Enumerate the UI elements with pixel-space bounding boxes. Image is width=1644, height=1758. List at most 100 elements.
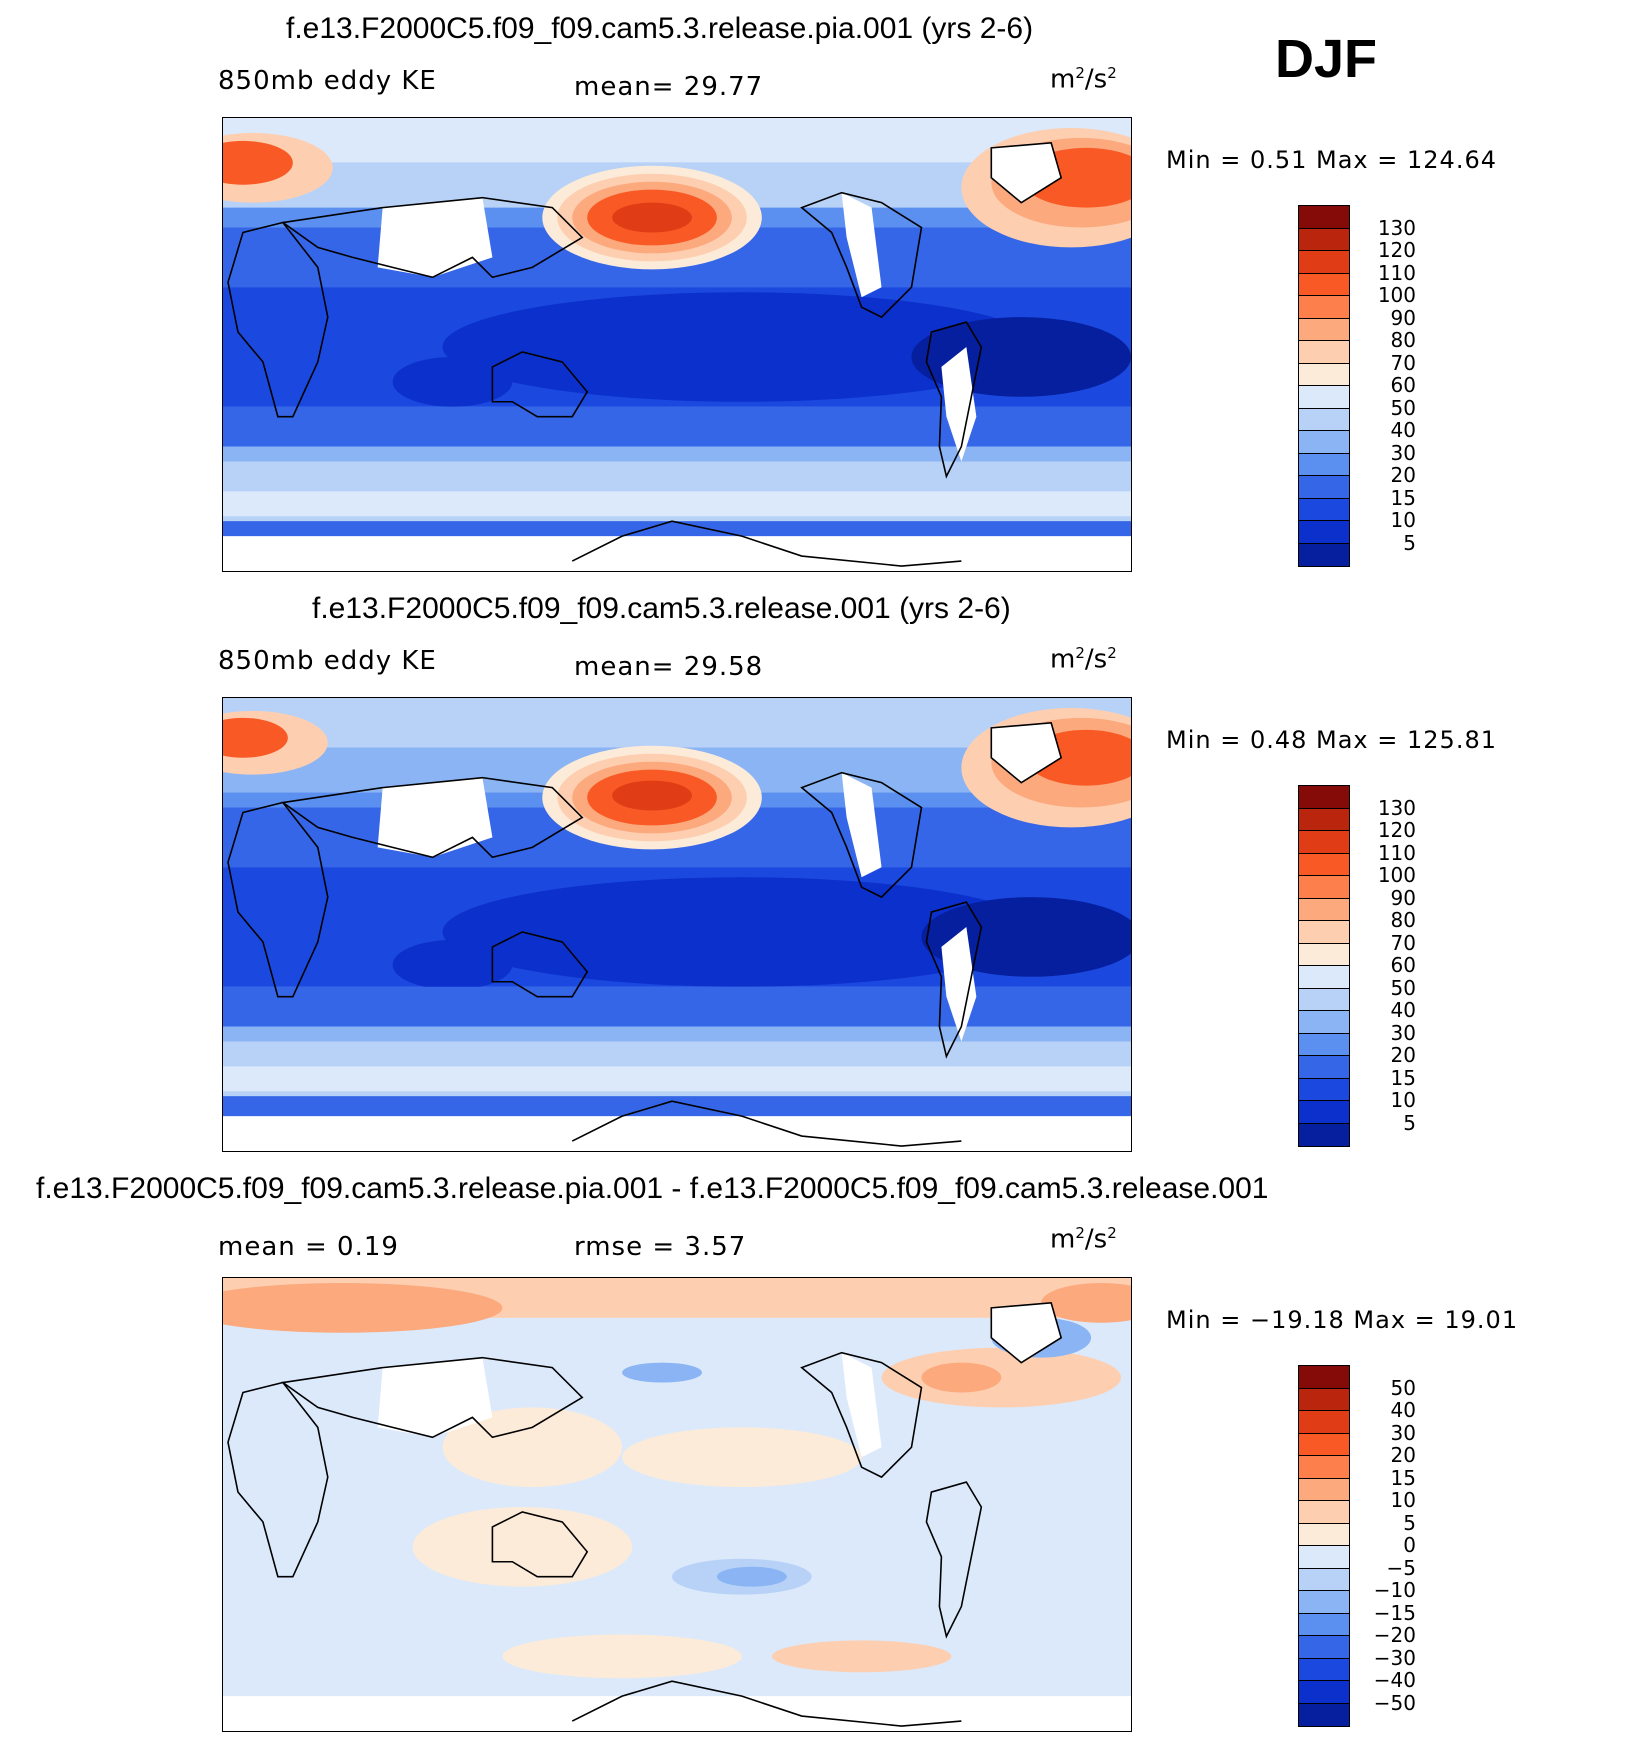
colorbar-swatch <box>1299 853 1349 876</box>
colorbar-swatch <box>1299 206 1349 229</box>
colorbar-swatch <box>1299 1546 1349 1569</box>
colorbar-swatch <box>1299 831 1349 854</box>
panel-2-contour-field <box>223 698 1131 1151</box>
colorbar-swatch <box>1299 251 1349 274</box>
colorbar-swatch <box>1299 1056 1349 1079</box>
panel-3-contour-field <box>223 1278 1131 1731</box>
panel-3-min-max: Min = −19.18 Max = 19.01 <box>1166 1306 1519 1334</box>
colorbar-swatch <box>1299 363 1349 386</box>
colorbar-swatch <box>1299 408 1349 431</box>
colorbar-tick-label: 90 <box>1390 305 1416 330</box>
season-label: DJF <box>1275 29 1378 89</box>
colorbar-swatch <box>1299 876 1349 899</box>
colorbar-tick-label: 70 <box>1390 930 1416 955</box>
colorbar-tick-label: 30 <box>1390 440 1416 465</box>
colorbar-tick-label: 80 <box>1390 908 1416 932</box>
colorbar-swatch <box>1299 1568 1349 1591</box>
colorbar-tick-label: 5 <box>1403 1510 1416 1535</box>
colorbar-tick-label: 130 <box>1377 215 1416 240</box>
colorbar-swatch <box>1299 498 1349 521</box>
panel-2-units: m2/s2 <box>1050 644 1117 675</box>
colorbar-tick-label: 10 <box>1390 1488 1416 1512</box>
colorbar-tick-label: 10 <box>1390 508 1416 532</box>
panel-3-title: f.e13.F2000C5.f09_f09.cam5.3.release.pia… <box>36 1172 1269 1205</box>
colorbar-tick-label: 60 <box>1390 373 1416 397</box>
colorbar-tick-label: 100 <box>1377 863 1416 887</box>
colorbar-swatch <box>1299 1033 1349 1056</box>
colorbar-tick-label: 20 <box>1390 1443 1416 1467</box>
colorbar-tick-label: −15 <box>1373 1600 1416 1625</box>
colorbar-swatch <box>1299 1078 1349 1101</box>
colorbar-swatch <box>1299 476 1349 499</box>
colorbar-tick-label: −30 <box>1373 1645 1416 1670</box>
colorbar-tick-label: 120 <box>1377 238 1416 262</box>
colorbar-tick-label: 40 <box>1390 998 1416 1022</box>
colorbar-swatch <box>1299 431 1349 454</box>
colorbar-swatch <box>1299 386 1349 409</box>
colorbar-tick-label: 130 <box>1377 795 1416 820</box>
panel-3-units: m2/s2 <box>1050 1224 1117 1255</box>
colorbar-tick-label: −20 <box>1373 1623 1416 1647</box>
colorbar-tick-label: 40 <box>1390 1398 1416 1422</box>
panel-1-colorbar <box>1298 205 1350 567</box>
panel-1-field-label: 850mb eddy KE <box>218 66 437 96</box>
panel-1-min-max: Min = 0.51 Max = 124.64 <box>1166 146 1497 174</box>
colorbar-tick-label: 120 <box>1377 818 1416 842</box>
colorbar-tick-label: 110 <box>1377 260 1416 285</box>
panel-2-colorbar <box>1298 785 1350 1147</box>
colorbar-swatch <box>1299 1591 1349 1614</box>
colorbar-swatch <box>1299 1366 1349 1389</box>
colorbar-tick-label: 15 <box>1390 1465 1416 1490</box>
colorbar-tick-label: 20 <box>1390 1043 1416 1067</box>
colorbar-tick-label: 80 <box>1390 328 1416 352</box>
panel-2-field-label: 850mb eddy KE <box>218 646 437 676</box>
colorbar-tick-label: 30 <box>1390 1420 1416 1445</box>
colorbar-swatch <box>1299 1501 1349 1524</box>
colorbar-tick-label: −5 <box>1386 1555 1416 1580</box>
colorbar-swatch <box>1299 273 1349 296</box>
colorbar-swatch <box>1299 786 1349 809</box>
colorbar-swatch <box>1299 1478 1349 1501</box>
panel-3-map <box>222 1277 1132 1732</box>
colorbar-tick-label: −10 <box>1373 1578 1416 1602</box>
colorbar-swatch <box>1299 1433 1349 1456</box>
colorbar-swatch <box>1299 943 1349 966</box>
colorbar-tick-label: 50 <box>1390 395 1416 420</box>
colorbar-swatch <box>1299 1523 1349 1546</box>
colorbar-swatch <box>1299 921 1349 944</box>
colorbar-swatch <box>1299 966 1349 989</box>
colorbar-swatch <box>1299 1123 1349 1146</box>
colorbar-tick-label: 15 <box>1390 1065 1416 1090</box>
colorbar-tick-label: 90 <box>1390 885 1416 910</box>
colorbar-tick-label: 60 <box>1390 953 1416 977</box>
colorbar-swatch <box>1299 341 1349 364</box>
colorbar-tick-label: 70 <box>1390 350 1416 375</box>
panel-2-mean: mean= 29.58 <box>574 652 764 682</box>
colorbar-swatch <box>1299 1658 1349 1681</box>
colorbar-tick-label: 100 <box>1377 283 1416 307</box>
colorbar-tick-label: 50 <box>1390 975 1416 1000</box>
colorbar-swatch <box>1299 988 1349 1011</box>
colorbar-tick-label: 20 <box>1390 463 1416 487</box>
colorbar-tick-label: 5 <box>1403 530 1416 555</box>
colorbar-tick-label: −40 <box>1373 1668 1416 1692</box>
colorbar-swatch <box>1299 318 1349 341</box>
colorbar-swatch <box>1299 521 1349 544</box>
panel-1-title: f.e13.F2000C5.f09_f09.cam5.3.release.pia… <box>286 12 1034 45</box>
colorbar-swatch <box>1299 296 1349 319</box>
colorbar-swatch <box>1299 1703 1349 1726</box>
colorbar-swatch <box>1299 543 1349 566</box>
panel-1-contour-field <box>223 118 1131 571</box>
colorbar-swatch <box>1299 1681 1349 1704</box>
colorbar-swatch <box>1299 898 1349 921</box>
panel-1-units: m2/s2 <box>1050 64 1117 95</box>
panel-3-rmse: rmse = 3.57 <box>574 1232 747 1262</box>
colorbar-tick-label: 40 <box>1390 418 1416 442</box>
colorbar-swatch <box>1299 228 1349 251</box>
colorbar-swatch <box>1299 1456 1349 1479</box>
colorbar-swatch <box>1299 1388 1349 1411</box>
colorbar-swatch <box>1299 1636 1349 1659</box>
panel-1-map <box>222 117 1132 572</box>
panel-2-title: f.e13.F2000C5.f09_f09.cam5.3.release.001… <box>312 592 1011 625</box>
colorbar-tick-label: 10 <box>1390 1088 1416 1112</box>
